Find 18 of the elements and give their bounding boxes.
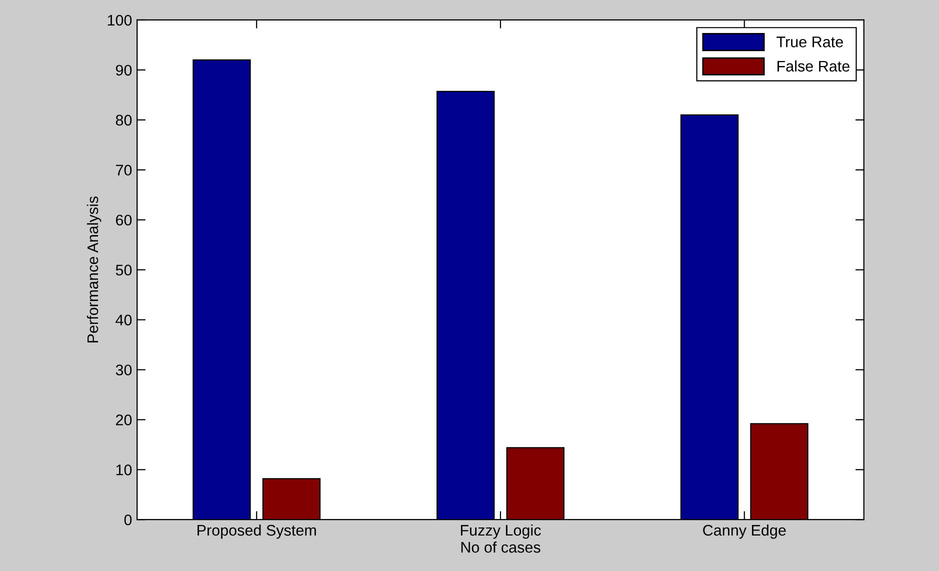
x-tick-label: Proposed System <box>198 524 316 539</box>
y-tick-label: 20 <box>116 414 132 426</box>
y-axis-title: Performance Analysis <box>86 196 102 342</box>
y-tick-label: 30 <box>116 364 132 376</box>
x-tick-label: Canny Edge <box>703 524 786 539</box>
legend-label: False Rate <box>778 60 850 72</box>
y-tick-label: 80 <box>116 114 132 126</box>
x-axis-title: No of cases <box>461 542 540 553</box>
y-tick-label: 40 <box>116 314 132 326</box>
y-tick-label: 70 <box>116 164 132 176</box>
y-tick-label: 50 <box>116 264 132 276</box>
y-tick-label: 100 <box>108 14 132 26</box>
y-tick-label: 60 <box>116 214 132 226</box>
legend-label: True Rate <box>776 36 843 48</box>
y-tick-label: 90 <box>116 64 132 76</box>
y-tick-label: 10 <box>116 464 132 476</box>
x-tick-label: Fuzzy Logic <box>460 524 541 539</box>
y-tick-label: 0 <box>124 514 132 526</box>
